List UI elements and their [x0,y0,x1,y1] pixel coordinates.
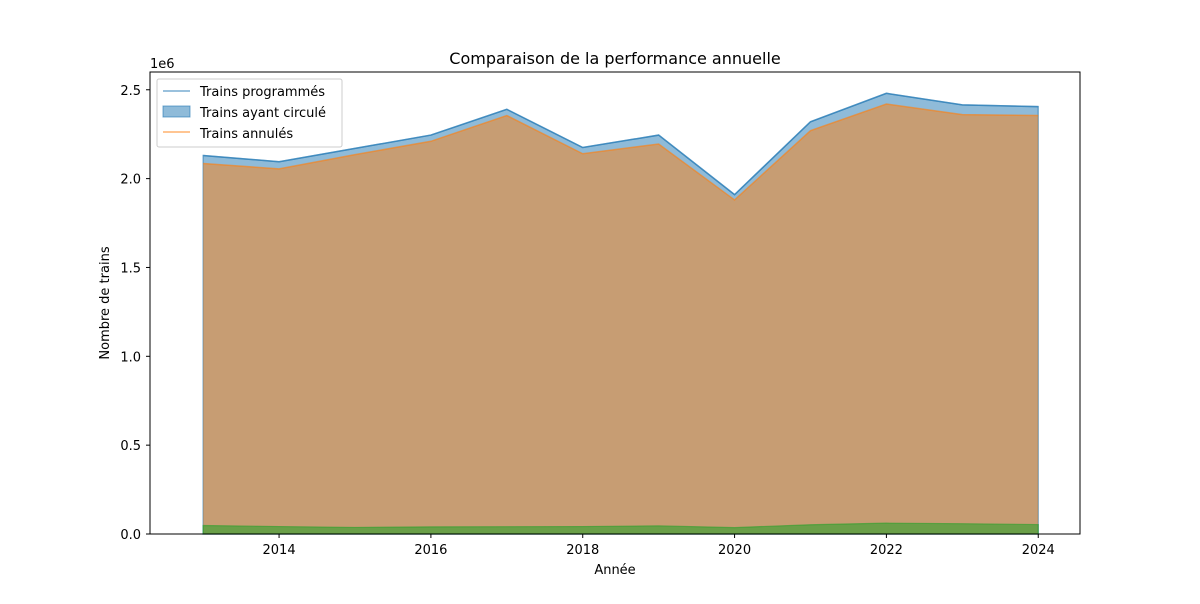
legend-box [156,78,343,148]
plot-frame [149,71,1081,535]
series-area-trains-annules [203,103,1039,534]
y-tick-label: 1.0 [120,350,141,365]
legend: Trains programmés Trains ayant circulé T… [156,78,343,148]
y-tick-label: 2.5 [120,84,141,99]
x-tick-label: 2020 [718,543,751,558]
legend-label-trains-annules: Trains annulés [199,127,293,142]
x-tick-label: 2016 [414,543,447,558]
x-tick-label: 2014 [263,543,296,558]
legend-swatch-trains-circule [162,105,191,118]
x-tick-label: 2022 [870,543,903,558]
axis-layer: 2014 2016 2018 2020 2022 2024 0.0 0.5 1.0 1.5 2.0 2… [120,84,1054,558]
y-axis-label: Nombre de trains [98,246,113,359]
legend-label-trains-programmes: Trains programmés [199,85,325,100]
x-tick-label: 2018 [566,543,599,558]
x-tick-label: 2024 [1022,543,1055,558]
x-axis-label: Année [594,563,635,578]
y-tick-label: 0.0 [120,528,141,543]
series-layer [202,92,1039,535]
y-tick-label: 1.5 [120,261,141,276]
series-line-trains-annules [203,103,1039,201]
chart-title: Comparaison de la performance annuelle [449,49,780,68]
legend-label-trains-circule: Trains ayant circulé [199,106,326,121]
y-tick-label: 0.5 [120,439,141,454]
series-area-series-4 [202,522,1039,535]
y-tick-label: 2.0 [120,173,141,188]
y-axis-offset-label: 1e6 [150,57,175,72]
